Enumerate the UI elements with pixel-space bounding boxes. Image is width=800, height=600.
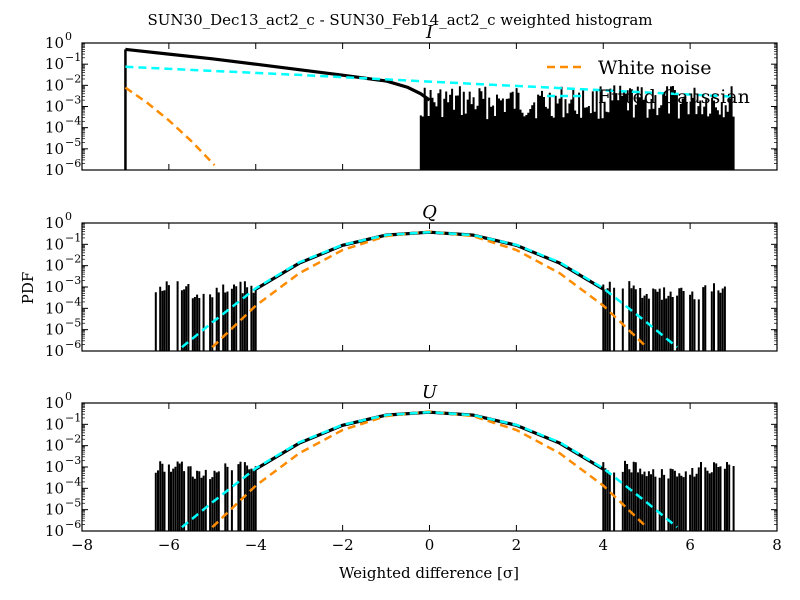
y-tick-exponent: −5 xyxy=(65,136,81,149)
y-tick-label: 10 xyxy=(45,342,64,360)
y-tick-exponent: −5 xyxy=(65,497,81,510)
x-tick-label: 6 xyxy=(685,536,695,554)
x-tick-label: −8 xyxy=(71,536,93,554)
y-tick-label: 10 xyxy=(45,321,64,339)
y-tick-exponent: −3 xyxy=(65,454,81,467)
series-data xyxy=(254,230,605,291)
legend-entry: Fitted Gaussian xyxy=(547,86,750,108)
y-tick-exponent: −4 xyxy=(65,295,81,308)
y-tick-label: 10 xyxy=(45,76,64,94)
y-tick-label: 10 xyxy=(45,278,64,296)
y-tick-exponent: −4 xyxy=(65,475,81,488)
y-tick-label: 10 xyxy=(45,415,64,433)
y-tick-label: 10 xyxy=(45,501,64,519)
y-tick-label: 10 xyxy=(45,458,64,476)
y-tick-exponent: −3 xyxy=(65,274,81,287)
legend-swatch xyxy=(543,117,584,135)
y-tick-label: 10 xyxy=(45,140,64,158)
y-tick-exponent: −6 xyxy=(65,518,81,531)
x-tick-label: 8 xyxy=(772,536,782,554)
x-axis-label: Weighted difference [σ] xyxy=(339,564,519,582)
plot-area xyxy=(154,410,735,531)
y-tick-label: 10 xyxy=(45,119,64,137)
legend-label: Fitted Gaussian xyxy=(598,86,750,108)
legend-entry: White noise xyxy=(547,57,712,79)
y-tick-label: 10 xyxy=(45,394,64,412)
y-tick-label: 10 xyxy=(45,34,64,52)
x-tick-label: −2 xyxy=(332,536,354,554)
y-tick-exponent: −6 xyxy=(65,157,81,170)
panel-title: U xyxy=(422,382,438,403)
y-tick-label: 10 xyxy=(45,299,64,317)
y-tick-label: 10 xyxy=(45,98,64,116)
legend-entry: Data xyxy=(543,116,644,138)
y-tick-exponent: −2 xyxy=(65,433,81,446)
x-tick-label: 4 xyxy=(598,536,608,554)
y-tick-exponent: 0 xyxy=(65,210,72,223)
figure-title: SUN30_Dec13_act2_c - SUN30_Feb14_act2_c … xyxy=(147,11,652,29)
y-tick-exponent: −2 xyxy=(65,253,81,266)
series-fitted-gaussian xyxy=(181,410,678,529)
y-tick-label: 10 xyxy=(45,55,64,73)
legend-label: Data xyxy=(598,116,644,138)
y-axis-label: PDF xyxy=(19,272,37,305)
x-tick-label: 2 xyxy=(512,536,522,554)
y-tick-exponent: 0 xyxy=(65,30,72,43)
plot-area xyxy=(154,230,726,351)
y-tick-label: 10 xyxy=(45,214,64,232)
panel-title: I xyxy=(425,22,434,43)
panel-title: Q xyxy=(422,202,437,223)
series-data xyxy=(254,410,605,471)
x-tick-label: −4 xyxy=(245,536,267,554)
y-tick-label: 10 xyxy=(45,161,64,179)
series-fitted-gaussian xyxy=(181,230,678,349)
series-white-noise xyxy=(124,86,216,166)
y-tick-exponent: −2 xyxy=(65,72,81,85)
series-data xyxy=(125,47,431,102)
x-tick-label: −6 xyxy=(158,536,180,554)
y-tick-label: 10 xyxy=(45,479,64,497)
y-tick-exponent: −4 xyxy=(65,115,81,128)
y-tick-exponent: −3 xyxy=(65,94,81,107)
y-tick-label: 10 xyxy=(45,437,64,455)
y-tick-label: 10 xyxy=(45,235,64,253)
y-tick-exponent: −5 xyxy=(65,317,81,330)
y-tick-exponent: −1 xyxy=(65,231,81,244)
y-tick-exponent: 0 xyxy=(65,390,72,403)
legend-label: White noise xyxy=(598,57,712,79)
series-white-noise xyxy=(211,230,648,349)
axes-frame xyxy=(81,222,778,352)
series-fitted-gaussian xyxy=(125,65,734,98)
data-spikes xyxy=(154,460,735,531)
y-tick-label: 10 xyxy=(45,522,64,540)
data-spikes xyxy=(419,85,735,170)
y-tick-exponent: −6 xyxy=(65,338,81,351)
axes-frame xyxy=(81,42,778,171)
y-tick-exponent: −1 xyxy=(65,411,81,424)
series-white-noise xyxy=(211,410,648,529)
data-spikes xyxy=(154,281,726,351)
y-tick-exponent: −1 xyxy=(65,51,81,64)
x-tick-label: 0 xyxy=(425,536,435,554)
plot-area xyxy=(124,47,735,170)
y-tick-label: 10 xyxy=(45,257,64,275)
legend: White noise Fitted Gaussian Data xyxy=(543,57,750,138)
axes-frame xyxy=(81,402,778,532)
